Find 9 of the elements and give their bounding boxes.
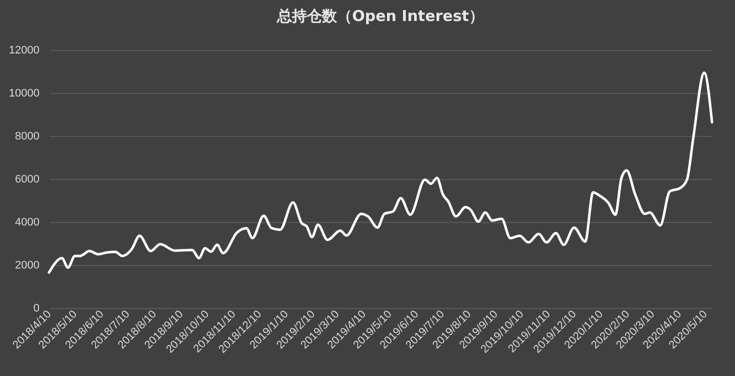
y-tick-label: 4000 xyxy=(15,216,40,228)
y-tick-label: 2000 xyxy=(15,260,40,272)
line-series xyxy=(48,72,714,274)
y-tick-label: 8000 xyxy=(15,130,40,142)
y-tick-label: 10000 xyxy=(8,88,40,100)
y-tick-label: 12000 xyxy=(8,44,40,56)
y-tick-label: 0 xyxy=(33,302,40,314)
y-tick-label: 6000 xyxy=(15,174,40,186)
chart-title: 总持仓数（Open Interest） xyxy=(276,7,484,25)
